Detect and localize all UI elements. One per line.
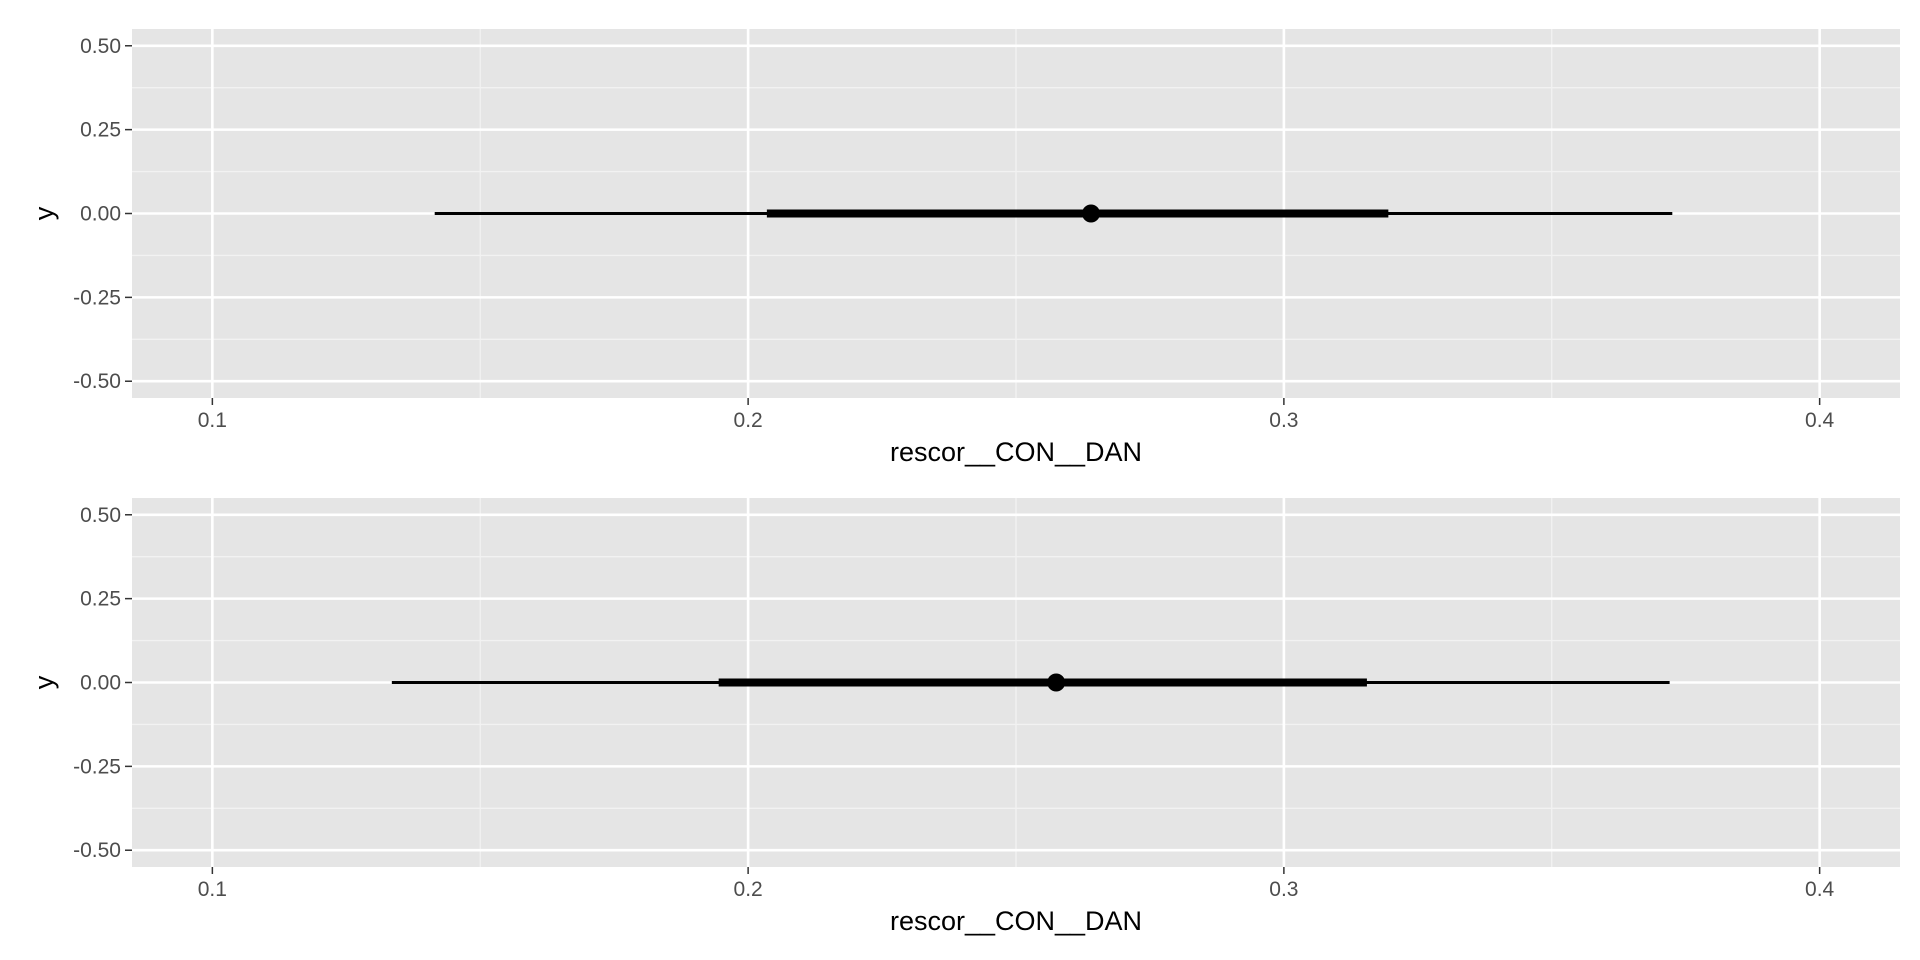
y-tick-label: 0.25 [80,588,121,611]
axis-ticks: 0.1 0.2 0.3 0.4 0.50 0.25 0.00 -0.25 -0.50 [73,504,1834,901]
chart-panel-bottom: 0.1 0.2 0.3 0.4 0.50 0.25 0.00 -0.25 -0.50 resco… [0,470,1920,960]
x-tick-label: 0.4 [1805,878,1835,901]
y-tick-label: 0.50 [80,504,121,527]
x-tick-label: 0.1 [198,878,227,901]
chart-top-svg: 0.1 0.2 0.3 0.4 0.50 0.25 0.00 -0.25 -0.50 resco… [29,29,1900,467]
y-tick-label: 0.25 [80,119,121,142]
x-axis-title: rescor__CON__DAN [890,906,1142,936]
x-tick-label: 0.3 [1269,409,1298,432]
x-tick-label: 0.1 [198,409,227,432]
point-estimate [1047,673,1066,692]
interval-marks [434,204,1673,223]
y-axis-title: y [29,675,59,689]
chart-bottom-svg: 0.1 0.2 0.3 0.4 0.50 0.25 0.00 -0.25 -0.50 resco… [29,498,1900,936]
axis-ticks: 0.1 0.2 0.3 0.4 0.50 0.25 0.00 -0.25 -0.50 [73,35,1834,432]
x-tick-label: 0.4 [1805,409,1835,432]
y-tick-label: -0.25 [73,755,121,778]
y-tick-label: 0.00 [80,203,121,226]
y-tick-label: 0.00 [80,672,121,695]
x-tick-label: 0.2 [734,878,763,901]
y-tick-label: -0.50 [73,839,121,862]
x-tick-label: 0.2 [734,409,763,432]
y-tick-label: -0.50 [73,370,121,393]
y-axis-title: y [29,206,59,220]
x-axis-title: rescor__CON__DAN [890,437,1142,467]
point-estimate [1082,204,1101,223]
x-tick-label: 0.3 [1269,878,1298,901]
y-tick-label: -0.25 [73,286,121,309]
interval-marks [391,673,1670,692]
chart-panel-top: 0.1 0.2 0.3 0.4 0.50 0.25 0.00 -0.25 -0.50 resco… [0,0,1920,470]
y-tick-label: 0.50 [80,35,121,58]
